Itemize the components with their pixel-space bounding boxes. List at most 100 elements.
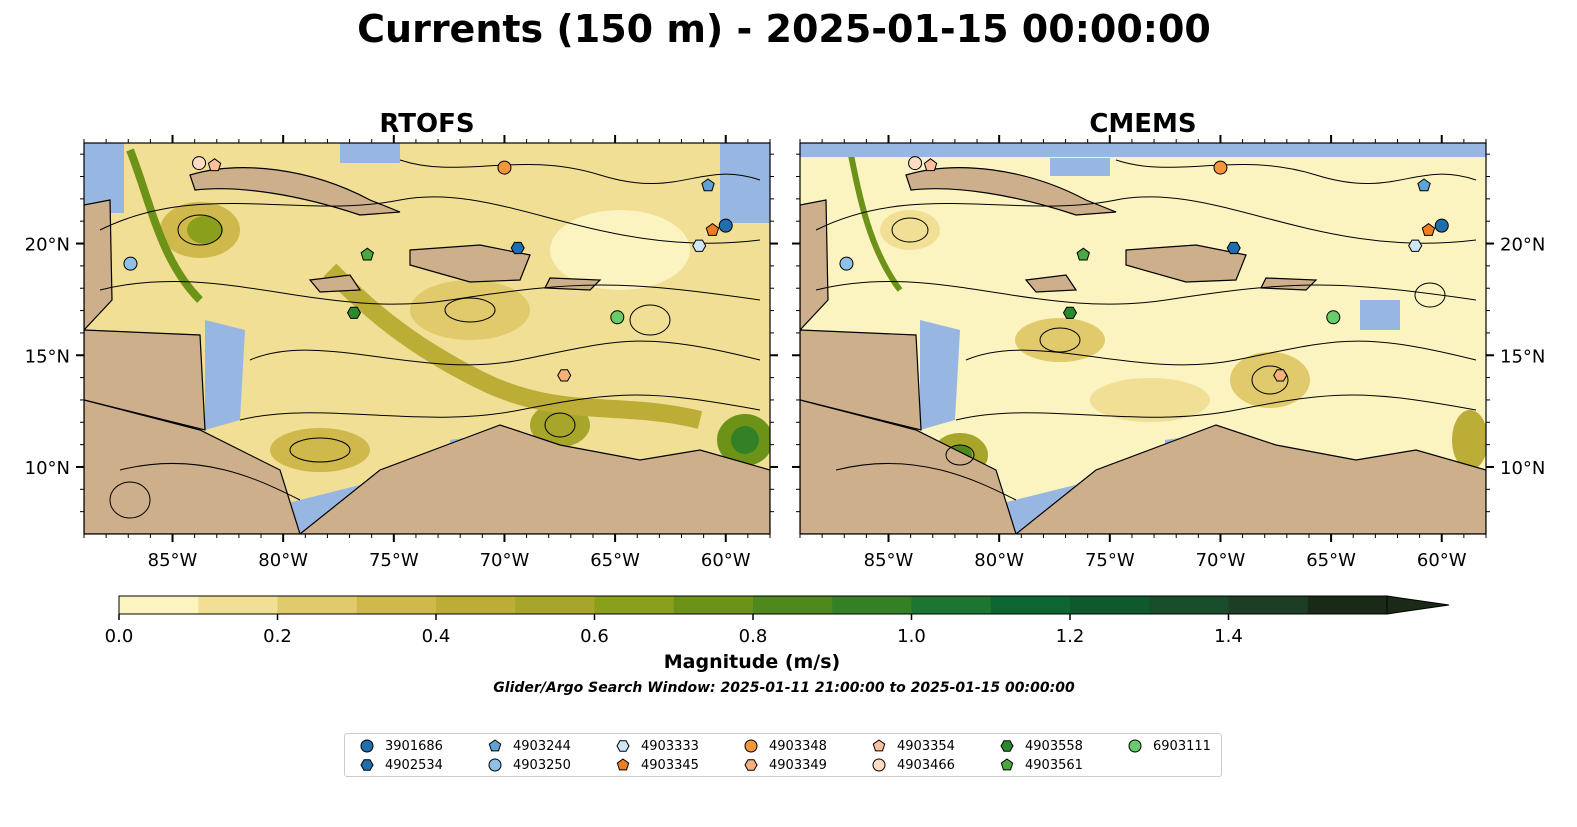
cmems-streamlines xyxy=(815,159,1477,501)
cmems-map xyxy=(800,143,1486,534)
float-marker-4903466 xyxy=(192,156,207,171)
x-tick-label: 75°W xyxy=(369,550,419,571)
y-tick-label: 15°N xyxy=(1500,346,1545,367)
float-marker-4903354 xyxy=(923,158,938,172)
hexagon-marker-icon xyxy=(616,740,630,752)
x-tick-label: 85°W xyxy=(148,550,198,571)
float-marker-3901686 xyxy=(718,218,733,233)
colorbar: 0.0 0.2 0.4 0.6 0.8 1.0 1.2 1.4 xyxy=(105,595,1450,647)
colorbar-segment xyxy=(1307,596,1388,614)
cmems-land xyxy=(800,167,1486,534)
legend-label: 4903349 xyxy=(769,757,827,773)
legend-label: 4903558 xyxy=(1025,738,1083,754)
float-marker-3901686 xyxy=(1434,218,1449,233)
x-tick-label: 75°W xyxy=(1085,550,1135,571)
circle-marker-icon xyxy=(872,758,886,772)
pentagon-marker-icon xyxy=(616,758,630,771)
float-marker-4903348 xyxy=(497,160,512,175)
colorbar-tick-label: 0.6 xyxy=(580,626,609,647)
legend-item-4903250: 4903250 xyxy=(487,756,571,774)
float-marker-4903250 xyxy=(839,256,854,271)
colorbar-segment xyxy=(832,596,912,614)
float-marker-4903561 xyxy=(360,247,374,261)
colorbar-segment xyxy=(1149,596,1229,614)
legend-label: 3901686 xyxy=(385,738,443,754)
y-tick-label: 10°N xyxy=(1500,458,1545,479)
panel-title-cmems: CMEMS xyxy=(1089,109,1196,139)
colorbar-segment xyxy=(198,596,278,614)
colorbar-tick-label: 1.2 xyxy=(1056,626,1085,647)
legend-label: 4903354 xyxy=(897,738,955,754)
legend-item-4903354: 4903354 xyxy=(871,737,955,755)
float-marker-4903244 xyxy=(1417,178,1431,192)
float-marker-4903466 xyxy=(908,156,923,171)
legend-item-4903558: 4903558 xyxy=(999,737,1083,755)
float-marker-6903111 xyxy=(610,310,625,325)
colorbar-segment xyxy=(356,596,437,614)
legend-item-3901686: 3901686 xyxy=(359,737,443,755)
y-tick-label: 20°N xyxy=(25,235,70,256)
float-marker-4903558 xyxy=(346,306,362,319)
colorbar-label: Magnitude (m/s) xyxy=(664,651,841,673)
legend-label: 4903466 xyxy=(897,757,955,773)
colorbar-segment xyxy=(436,596,516,614)
float-marker-4903345 xyxy=(1421,222,1436,236)
float-marker-4903349 xyxy=(557,369,572,382)
panel-title-rtofs: RTOFS xyxy=(379,109,474,139)
float-marker-4902534 xyxy=(1226,241,1241,255)
pentagon-marker-icon xyxy=(872,739,886,752)
colorbar-segment xyxy=(277,596,358,614)
x-tick-label: 65°W xyxy=(590,550,640,571)
colorbar-tick-label: 0.8 xyxy=(739,626,768,647)
legend-item-4903561: 4903561 xyxy=(999,756,1083,774)
x-tick-label: 80°W xyxy=(974,550,1024,571)
float-marker-4903561 xyxy=(1076,247,1090,261)
float-marker-4903244 xyxy=(701,178,715,192)
pentagon-marker-icon xyxy=(488,739,502,752)
float-marker-4903348 xyxy=(1213,160,1228,175)
colorbar-tick-label: 0.2 xyxy=(263,626,292,647)
x-tick-label: 80°W xyxy=(258,550,308,571)
y-tick-label: 10°N xyxy=(25,458,70,479)
figure-title: Currents (150 m) - 2025-01-15 00:00:00 xyxy=(357,7,1211,51)
colorbar-tick-label: 0.4 xyxy=(422,626,451,647)
y-tick-label: 20°N xyxy=(1500,235,1545,256)
colorbar-segment xyxy=(753,596,833,614)
legend-item-4903345: 4903345 xyxy=(615,756,699,774)
legend-label: 4903348 xyxy=(769,738,827,754)
colorbar-segment xyxy=(594,596,675,614)
colorbar-tick-label: 0.0 xyxy=(105,626,134,647)
x-tick-label: 65°W xyxy=(1306,550,1356,571)
x-tick-label: 70°W xyxy=(480,550,530,571)
float-marker-4903333 xyxy=(692,239,707,252)
y-tick-label: 15°N xyxy=(25,346,70,367)
legend-item-4903349: 4903349 xyxy=(743,756,827,774)
float-marker-4903250 xyxy=(123,256,138,271)
colorbar-segment xyxy=(119,596,199,614)
float-marker-4903333 xyxy=(1408,239,1423,252)
x-tick-label: 60°W xyxy=(1417,550,1467,571)
legend-label: 4903345 xyxy=(641,757,699,773)
legend: 3901686 4902534 4903244 4903250 4903333 49033… xyxy=(344,733,1222,777)
colorbar-tick-label: 1.4 xyxy=(1214,626,1243,647)
legend-item-4903244: 4903244 xyxy=(487,737,571,755)
hexagon-marker-icon xyxy=(1000,740,1014,752)
circle-marker-icon xyxy=(1128,739,1142,753)
legend-label: 4903250 xyxy=(513,757,571,773)
float-marker-4903558 xyxy=(1062,306,1078,319)
search-window-subtitle: Glider/Argo Search Window: 2025-01-11 21… xyxy=(493,680,1075,696)
hexagon-marker-icon xyxy=(360,759,374,771)
x-tick-label: 70°W xyxy=(1196,550,1246,571)
colorbar-segment xyxy=(1228,596,1309,614)
legend-label: 4903244 xyxy=(513,738,571,754)
legend-item-4903333: 4903333 xyxy=(615,737,699,755)
colorbar-tick-label: 1.0 xyxy=(897,626,926,647)
legend-item-6903111: 6903111 xyxy=(1127,737,1211,755)
rtofs-streamlines xyxy=(99,159,761,519)
colorbar-segment xyxy=(1070,596,1150,614)
x-tick-label: 85°W xyxy=(864,550,914,571)
colorbar-segment xyxy=(990,596,1071,614)
rtofs-map xyxy=(84,143,770,534)
pentagon-marker-icon xyxy=(1000,758,1014,771)
